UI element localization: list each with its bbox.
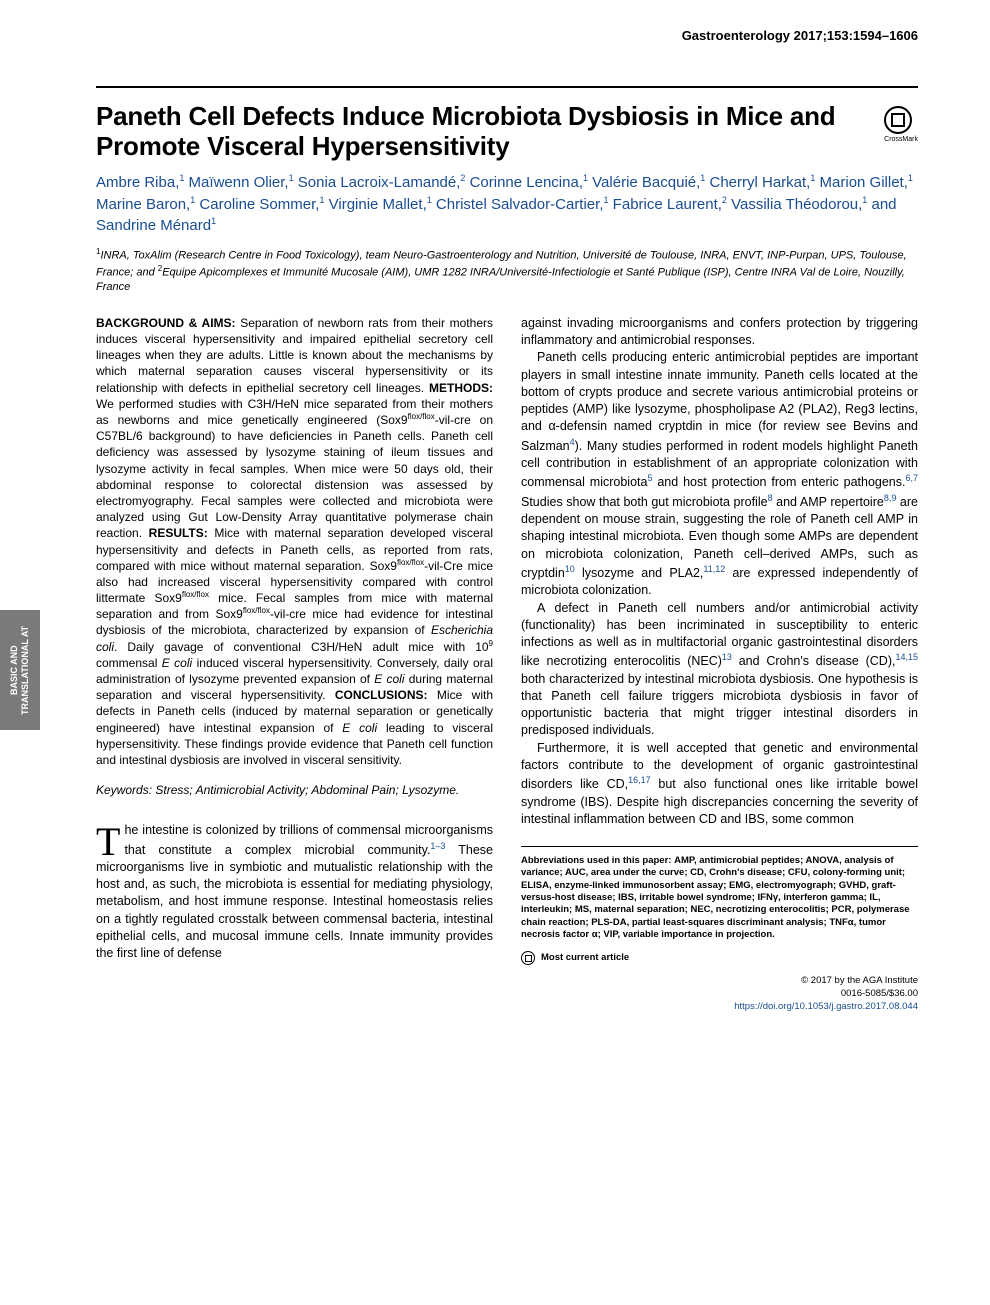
side-tab-label: BASIC AND TRANSLATIONAL AT [0, 610, 40, 730]
two-column-layout: BACKGROUND & AIMS: Separation of newborn… [96, 315, 918, 1014]
most-current-row: Most current article [521, 951, 918, 965]
title-row: Paneth Cell Defects Induce Microbiota Dy… [96, 102, 918, 162]
copyright-line-1: © 2017 by the AGA Institute [521, 975, 918, 988]
body-text-right: against invading microorganisms and conf… [521, 315, 918, 828]
keywords: Keywords: Stress; Antimicrobial Activity… [96, 782, 493, 798]
body-para-r3: A defect in Paneth cell numbers and/or a… [521, 600, 918, 740]
body-text-left: The intestine is colonized by trillions … [96, 822, 493, 962]
footer-box: Abbreviations used in this paper: AMP, a… [521, 846, 918, 1014]
body-para-1: The intestine is colonized by trillions … [96, 822, 493, 962]
most-current-icon [521, 951, 535, 965]
abstract: BACKGROUND & AIMS: Separation of newborn… [96, 315, 493, 768]
top-rule [96, 86, 918, 88]
doi-link[interactable]: https://doi.org/10.1053/j.gastro.2017.08… [521, 1001, 918, 1014]
copyright-block: © 2017 by the AGA Institute 0016-5085/$3… [521, 975, 918, 1013]
article-title: Paneth Cell Defects Induce Microbiota Dy… [96, 102, 872, 162]
body-para-r1: against invading microorganisms and conf… [521, 315, 918, 350]
crossmark-label: CrossMark [884, 136, 918, 143]
right-column: against invading microorganisms and conf… [521, 315, 918, 1014]
body-para-r4: Furthermore, it is well accepted that ge… [521, 740, 918, 828]
page-content: Paneth Cell Defects Induce Microbiota Dy… [96, 86, 918, 1265]
author-list: Ambre Riba,1 Maïwenn Olier,1 Sonia Lacro… [96, 172, 918, 237]
most-current-label: Most current article [541, 952, 629, 964]
left-column: BACKGROUND & AIMS: Separation of newborn… [96, 315, 493, 1014]
abbrev-label: Abbreviations used in this paper: [521, 855, 671, 866]
crossmark-icon [884, 106, 912, 134]
body-para-r2: Paneth cells producing enteric antimicro… [521, 349, 918, 599]
copyright-line-2: 0016-5085/$36.00 [521, 988, 918, 1001]
crossmark-badge[interactable]: CrossMark [884, 102, 918, 143]
running-head: Gastroenterology 2017;153:1594–1606 [682, 28, 918, 43]
affiliations: 1INRA, ToxAlim (Research Centre in Food … [96, 247, 918, 295]
abbrev-body: AMP, antimicrobial peptides; ANOVA, anal… [521, 855, 910, 940]
